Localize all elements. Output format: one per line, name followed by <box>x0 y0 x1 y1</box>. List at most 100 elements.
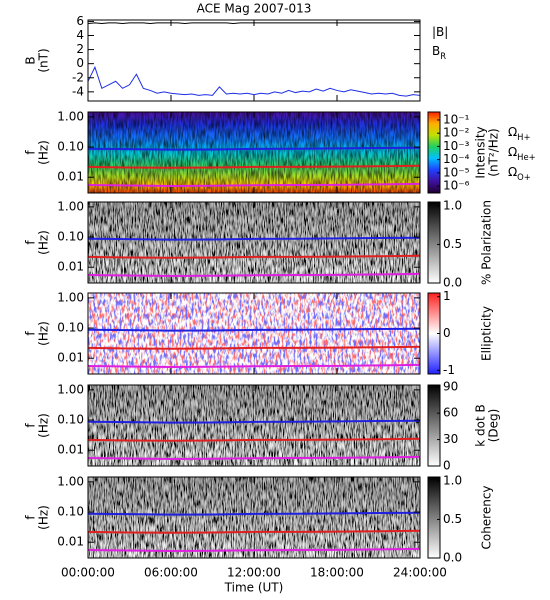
series-line <box>88 547 420 553</box>
colorbar-tick-label: 90 <box>443 379 458 393</box>
legend-entry: |B| <box>432 25 448 39</box>
panel <box>88 202 420 283</box>
y-axis-unit: (Hz) <box>37 140 51 165</box>
series-line <box>88 146 420 151</box>
colorbar-tick-label: 1 <box>443 289 451 303</box>
colorbar <box>427 384 441 467</box>
colorbar-tick-label: 10⁻³ <box>443 139 470 153</box>
series-line <box>88 419 420 424</box>
y-tick-label: 0.01 <box>57 443 84 457</box>
y-tick-label: 1.00 <box>57 290 84 304</box>
y-axis-label: B <box>24 56 38 64</box>
y-axis-label: f <box>24 331 38 336</box>
y-axis-label: f <box>24 150 38 155</box>
x-tick-label: 12:00:00 <box>227 566 281 580</box>
legend-subscript: R <box>440 51 446 61</box>
colorbar-tick-label: 0.5 <box>443 237 462 251</box>
legend-entry: ΩO+ <box>508 165 531 182</box>
y-tick-label: 1.00 <box>57 199 84 213</box>
series-line <box>88 345 420 350</box>
colorbar-tick-label: 1.0 <box>443 473 462 487</box>
series-line <box>88 272 420 278</box>
legend-subscript: O+ <box>517 172 531 182</box>
y-tick-label: 0.01 <box>57 260 84 274</box>
legend-name: Ω <box>508 165 517 179</box>
legend-subscript: H+ <box>517 132 530 142</box>
x-tick-label: 06:00:00 <box>144 566 198 580</box>
colorbar-tick-label: 30 <box>443 432 458 446</box>
panel <box>88 477 420 558</box>
y-tick-label: 0.01 <box>57 170 84 184</box>
y-tick-label: 2 <box>76 42 84 56</box>
colorbar-unit: (nT²/Hz) <box>487 128 501 176</box>
colorbar-tick-label: 10⁻⁴ <box>443 152 470 166</box>
y-tick-label: 0.01 <box>57 351 84 365</box>
legend-name: Ω <box>508 125 517 139</box>
legend-entry: BR <box>432 44 446 61</box>
colorbar-label: Coherency <box>480 485 494 549</box>
colorbar <box>427 111 441 194</box>
legend-subscript: He+ <box>517 152 535 162</box>
y-axis-unit: (Hz) <box>37 321 51 346</box>
series-line <box>88 455 420 461</box>
legend-name: Ω <box>508 145 517 159</box>
series-line <box>88 236 420 241</box>
series-line <box>88 529 420 534</box>
series-line <box>88 363 420 369</box>
spectrogram-texture <box>88 112 420 193</box>
y-axis-unit: (Hz) <box>37 230 51 255</box>
series-line <box>88 511 420 516</box>
y-tick-label: 0.10 <box>57 140 84 154</box>
plot-frame <box>87 19 421 102</box>
chart-title: ACE Mag 2007-013 <box>197 2 312 16</box>
colorbar <box>427 476 441 559</box>
y-tick-label: 0.01 <box>57 535 84 549</box>
y-axis-label: f <box>24 423 38 428</box>
panel <box>88 112 420 193</box>
series-line <box>88 164 420 169</box>
y-tick-label: -2 <box>72 70 84 84</box>
y-axis-label: f <box>24 515 38 520</box>
y-axis-unit: (nT) <box>37 48 51 72</box>
colorbar-tick-label: 10⁻¹ <box>443 112 470 126</box>
x-axis-label: Time (UT) <box>224 581 284 595</box>
colorbar-label: Ellipticity <box>480 306 494 361</box>
colorbar-tick-label: 10⁻⁶ <box>443 179 470 193</box>
panel <box>88 385 420 466</box>
spectrogram-shade <box>88 477 420 558</box>
y-tick-label: 0.10 <box>57 230 84 244</box>
y-axis-unit: (Hz) <box>37 413 51 438</box>
spectrogram-shade <box>88 385 420 466</box>
colorbar-unit: (Deg) <box>487 409 501 443</box>
y-tick-label: 0.10 <box>57 505 84 519</box>
colorbar <box>427 201 441 284</box>
y-tick-label: 0.10 <box>57 413 84 427</box>
colorbar-tick-label: 0.5 <box>443 512 462 526</box>
panel <box>88 22 420 97</box>
y-tick-label: 1.00 <box>57 474 84 488</box>
colorbar-tick-label: 10⁻⁵ <box>443 165 470 179</box>
colorbar-label: % Polarization <box>480 200 494 285</box>
series-line <box>88 182 420 188</box>
colorbar-label: Intensity <box>474 126 488 178</box>
y-axis-unit: (Hz) <box>37 505 51 530</box>
series-line <box>88 327 420 332</box>
colorbar-label: k dot B <box>474 404 488 446</box>
series-line <box>88 254 420 259</box>
colorbar-tick-label: 0.0 <box>443 551 462 565</box>
colorbar-tick-label: -1 <box>443 363 455 377</box>
y-tick-label: 4 <box>76 28 84 42</box>
y-tick-label: 6 <box>76 14 84 28</box>
x-tick-label: 18:00:00 <box>310 566 364 580</box>
series-line <box>88 437 420 442</box>
colorbar-tick-label: 0 <box>443 326 451 340</box>
spectrogram-shade <box>88 202 420 283</box>
legend-entry: ΩHe+ <box>508 145 536 162</box>
legend-entry: ΩH+ <box>508 125 531 142</box>
colorbar-tick-label: 60 <box>443 406 458 420</box>
panel <box>88 293 420 374</box>
x-tick-label: 24:00:00 <box>393 566 447 580</box>
colorbar-tick-label: 10⁻² <box>443 126 470 140</box>
y-tick-label: 0.10 <box>57 321 84 335</box>
